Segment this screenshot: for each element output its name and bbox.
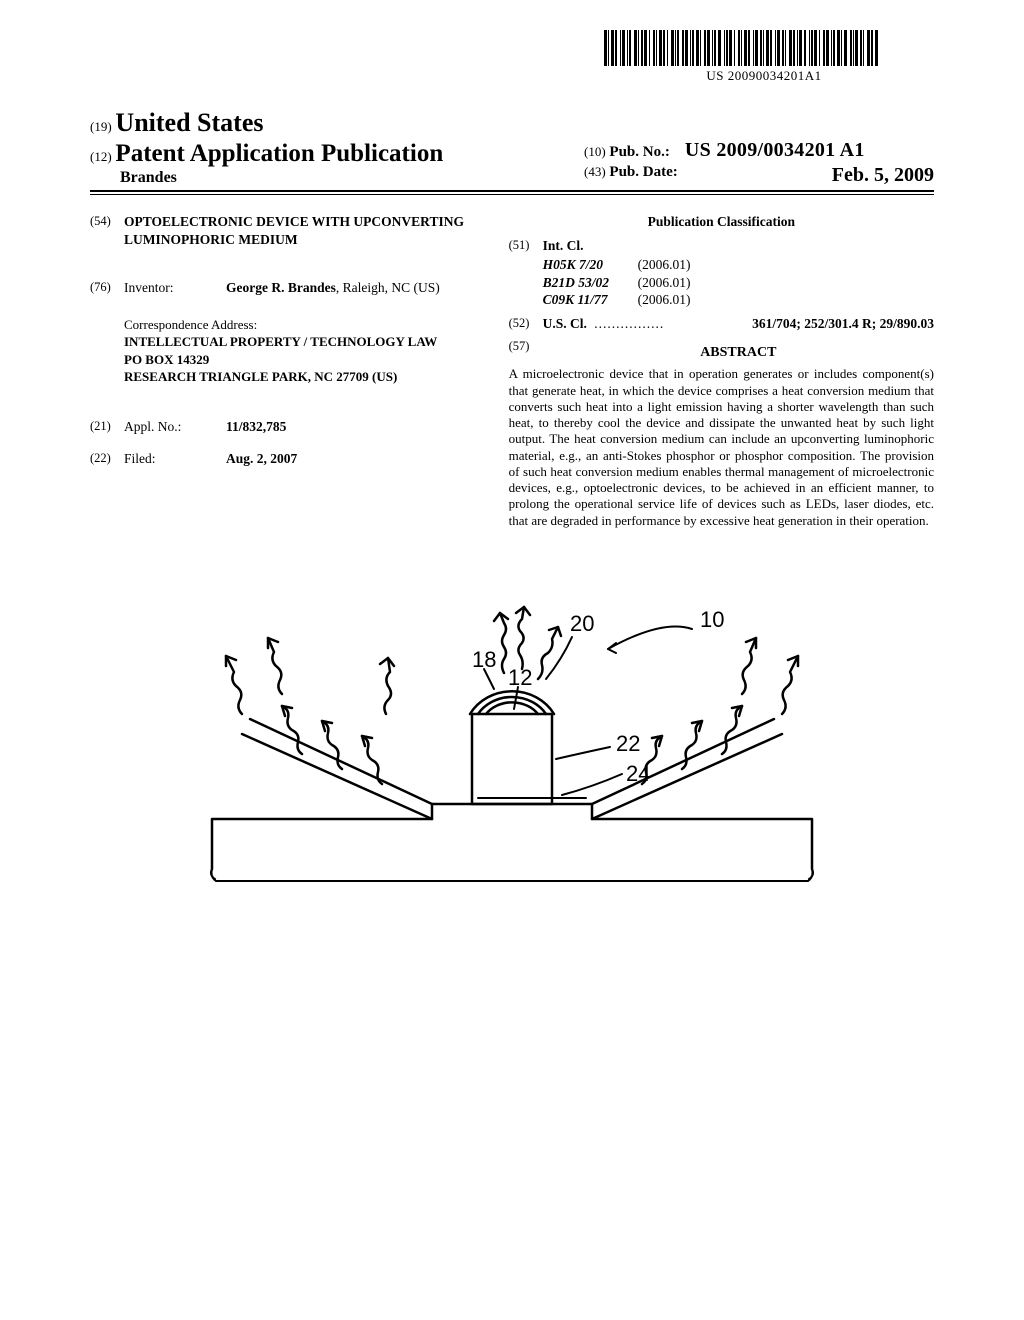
barcode-block: US 20090034201A1 <box>604 30 924 84</box>
classification-heading: Publication Classification <box>509 213 934 231</box>
intcl-year: (2006.01) <box>638 256 691 274</box>
intcl-label: Int. Cl. <box>543 237 691 255</box>
pubno-value: US 2009/0034201 A1 <box>685 139 865 161</box>
intcl-code: B21D 53/02 <box>543 274 638 292</box>
fig-label-12: 12 <box>508 665 532 690</box>
header-rule <box>90 194 934 195</box>
intcl-year: (2006.01) <box>638 274 691 292</box>
abstract-heading: ABSTRACT <box>543 344 934 362</box>
pubdate-num: (43) <box>584 164 606 179</box>
country-num: (19) <box>90 119 112 134</box>
intcl-row: C09K 11/77 (2006.01) <box>543 291 691 309</box>
inventor-name: George R. Brandes <box>226 280 336 295</box>
correspondence-line3: RESEARCH TRIANGLE PARK, NC 27709 (US) <box>124 368 483 386</box>
intcl-code: H05K 7/20 <box>543 256 638 274</box>
abstract-num: (57) <box>509 338 543 366</box>
inventor-loc: , Raleigh, NC (US) <box>336 280 440 295</box>
pubdate-value: Feb. 5, 2009 <box>832 164 934 187</box>
uscl-label: U.S. Cl. <box>543 315 587 333</box>
fig-label-24: 24 <box>626 761 650 786</box>
barcode-graphic <box>604 30 924 66</box>
filed-label: Filed: <box>124 450 226 468</box>
inventor-num: (76) <box>90 279 124 297</box>
intcl-num: (51) <box>509 237 543 309</box>
pubno-label: Pub. No.: <box>609 144 669 160</box>
invention-title: OPTOELECTRONIC DEVICE WITH UPCONVERTING … <box>124 213 483 249</box>
fig-label-20: 20 <box>570 611 594 636</box>
applno-num: (21) <box>90 418 124 436</box>
header-block: (19) United States (12) Patent Applicati… <box>90 108 934 192</box>
inventor-label: Inventor: <box>124 279 226 297</box>
uscl-dots: ................ <box>594 315 664 333</box>
inventor-value: George R. Brandes, Raleigh, NC (US) <box>226 279 483 297</box>
applno-label: Appl. No.: <box>124 418 226 436</box>
uscl-value: 361/704; 252/301.4 R; 29/890.03 <box>752 315 934 333</box>
pubno-num: (10) <box>584 144 606 159</box>
title-num: (54) <box>90 213 124 249</box>
inventor-lastname: Brandes <box>120 169 443 187</box>
abstract-body: A microelectronic device that in operati… <box>509 366 934 529</box>
patent-figure: 10 20 18 12 22 24 <box>90 559 934 919</box>
intcl-code: C09K 11/77 <box>543 291 638 309</box>
pubdate-label: Pub. Date: <box>609 164 677 180</box>
intcl-row: B21D 53/02 (2006.01) <box>543 274 691 292</box>
fig-label-18: 18 <box>472 647 496 672</box>
filed-num: (22) <box>90 450 124 468</box>
correspondence-line2: PO BOX 14329 <box>124 351 483 369</box>
applno-value: 11/832,785 <box>226 419 286 434</box>
correspondence-label: Correspondence Address: <box>124 316 483 334</box>
correspondence-line1: INTELLECTUAL PROPERTY / TECHNOLOGY LAW <box>124 333 483 351</box>
fig-label-22: 22 <box>616 731 640 756</box>
publication-type: Patent Application Publication <box>115 140 443 167</box>
barcode-label: US 20090034201A1 <box>604 68 924 84</box>
pubtype-num: (12) <box>90 149 112 164</box>
uscl-num: (52) <box>509 315 543 333</box>
intcl-year: (2006.01) <box>638 291 691 309</box>
intcl-row: H05K 7/20 (2006.01) <box>543 256 691 274</box>
fig-label-10: 10 <box>700 607 724 632</box>
country-name: United States <box>115 108 263 137</box>
filed-value: Aug. 2, 2007 <box>226 451 297 466</box>
